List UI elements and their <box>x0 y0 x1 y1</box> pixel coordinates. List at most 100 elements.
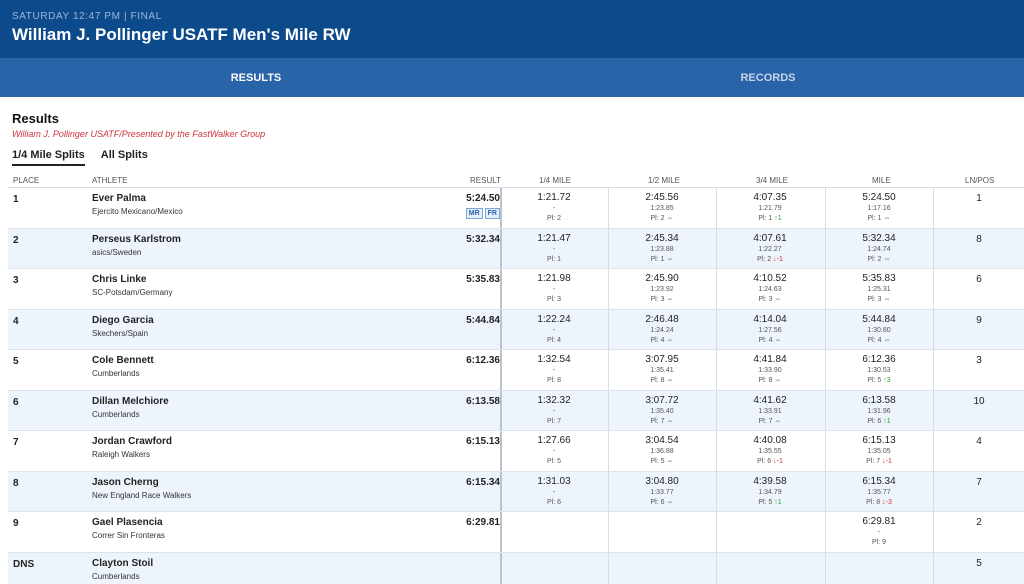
split-place-text: Pl: 2 <box>867 255 882 263</box>
split-place-text: Pl: 7 <box>650 417 665 425</box>
split-cell: 4:07.35 1:21.79 Pl: 1 ↑1 <box>716 188 824 228</box>
position-change-icon: ↑3 <box>883 377 891 384</box>
table-row[interactable]: 4 Diego Garcia Skechers/Spain 5:44.84 1:… <box>8 309 1024 350</box>
athlete-name[interactable]: Perseus Karlstrom <box>92 233 181 245</box>
athlete-name[interactable]: Gael Plasencia <box>92 517 163 528</box>
split-lap: 1:22.27 <box>758 245 782 253</box>
athlete-name[interactable]: Jason Cherng <box>92 476 159 488</box>
split-lap: 1:24.24 <box>650 326 674 334</box>
column-divider <box>825 390 826 430</box>
lane-position-value: 2 <box>976 517 982 528</box>
athlete-name[interactable]: Ever Palma <box>92 193 146 204</box>
split-time: 4:39.58 <box>753 475 787 487</box>
athlete-name[interactable]: Dillan Melchiore <box>92 395 169 407</box>
table-row[interactable]: 1 Ever Palma Ejercito Mexicano/Mexico 5:… <box>8 188 1024 229</box>
table-row[interactable]: 6 Dillan Melchiore Cumberlands 6:13.58 1… <box>8 390 1024 431</box>
place: 3 <box>13 275 19 286</box>
split-lap: 1:31.96 <box>867 407 891 415</box>
lane-position: 5 <box>934 553 1024 584</box>
column-divider <box>500 350 502 390</box>
athlete-team: New England Race Walkers <box>92 490 192 500</box>
split-place-text: Pl: 3 <box>867 296 882 303</box>
column-divider <box>825 228 826 268</box>
split-place: Pl: 1 <box>500 256 608 263</box>
split-place: Pl: 8 ⇔ <box>608 377 716 384</box>
split-place-text: Pl: 4 <box>758 336 773 344</box>
split-time: 1:27.66 <box>537 435 571 446</box>
split-place: Pl: 3 <box>500 296 608 303</box>
position-change-icon: ⇔ <box>666 296 674 303</box>
split-time: 2:45.34 <box>645 232 679 244</box>
split-cell: 1:27.66 - Pl: 5 <box>500 431 608 471</box>
lane-position-value: 5 <box>976 557 982 569</box>
position-change-icon: ⇔ <box>666 215 674 222</box>
split-place-text: Pl: 5 <box>758 498 773 506</box>
table-row[interactable]: 9 Gael Plasencia Correr Sin Fronteras 6:… <box>8 512 1024 553</box>
split-cell: 6:13.58 1:31.96 Pl: 6 ↑1 <box>825 391 933 431</box>
split-cell: 4:40.08 1:35.55 Pl: 6 ↓-1 <box>716 431 824 471</box>
split-cell: 3:07.95 1:35.41 Pl: 8 ⇔ <box>608 350 716 390</box>
split-cell <box>608 512 716 552</box>
event-title: William J. Pollinger USATF Men's Mile RW <box>12 25 351 44</box>
tab-records[interactable]: RECORDS <box>740 71 796 84</box>
athlete-name[interactable]: Diego Garcia <box>92 314 154 326</box>
column-divider <box>608 309 609 349</box>
split-time: 6:15.34 <box>862 475 896 487</box>
table-row[interactable]: 7 Jordan Crawford Raleigh Walkers 6:15.1… <box>8 431 1024 472</box>
split-lap: 1:30.53 <box>867 367 891 374</box>
split-lap: - <box>552 448 556 455</box>
athlete-name[interactable]: Jordan Crawford <box>92 436 173 447</box>
split-place-text: Pl: 8 <box>546 377 561 384</box>
lane-position-value: 1 <box>976 193 982 204</box>
place: 9 <box>13 518 19 529</box>
athlete-team: Raleigh Walkers <box>92 450 150 459</box>
split-time: 3:04.80 <box>645 475 679 487</box>
split-place: Pl: 1 ↑1 <box>716 215 824 222</box>
table-row[interactable]: 5 Cole Bennett Cumberlands 6:12.36 1:32.… <box>8 350 1024 391</box>
split-lap: 1:23.92 <box>650 286 674 293</box>
split-time: 5:24.50 <box>862 192 896 203</box>
column-divider <box>933 188 934 228</box>
column-divider <box>716 390 717 430</box>
table-row[interactable]: DNS Clayton Stoil Cumberlands <box>8 552 1024 584</box>
split-cell: 1:32.54 - Pl: 8 <box>500 350 608 390</box>
split-lap: 1:33.77 <box>650 488 674 496</box>
lane-position-value: 9 <box>976 314 982 326</box>
split-place-text: Pl: 2 <box>757 255 772 263</box>
result: 6:12.36 <box>420 350 500 390</box>
column-divider <box>500 228 502 268</box>
tab-results[interactable]: RESULTS <box>230 71 282 84</box>
split-place: Pl: 6 ↑1 <box>825 418 933 425</box>
split-place: Pl: 4 <box>500 337 608 344</box>
split-place: Pl: 4 ⇔ <box>716 337 824 344</box>
split-time: 6:15.13 <box>862 435 896 446</box>
split-place: Pl: 9 <box>825 539 933 546</box>
split-place: Pl: 8 ↓-3 <box>825 499 933 506</box>
split-place: Pl: 5 <box>500 458 608 465</box>
col-result: RESULT <box>470 176 501 185</box>
column-divider <box>933 309 934 349</box>
athlete-name[interactable]: Chris Linke <box>92 274 147 285</box>
split-place-text: Pl: 7 <box>866 458 881 465</box>
table-row[interactable]: 2 Perseus Karlstrom asics/Sweden 5:32.34… <box>8 228 1024 269</box>
lane-position: 9 <box>934 310 1024 350</box>
position-change-icon: ↑1 <box>774 215 782 222</box>
split-cell: 4:41.62 1:33.91 Pl: 7 ⇔ <box>716 391 824 431</box>
tab-all-splits[interactable]: All Splits <box>100 149 148 161</box>
lane-position-value: 10 <box>973 395 985 407</box>
split-time: 2:45.90 <box>645 273 679 284</box>
lane-position: 6 <box>934 269 1024 309</box>
place: DNS <box>13 558 35 570</box>
split-place-text: Pl: 2 <box>650 215 665 222</box>
col-half-mile: 1/2 MILE <box>648 176 681 185</box>
split-place: Pl: 4 ⇔ <box>825 337 933 344</box>
split-time: 4:07.61 <box>753 232 787 244</box>
tab-quarter-splits[interactable]: 1/4 Mile Splits <box>12 149 85 166</box>
athlete-name[interactable]: Clayton Stoil <box>92 557 154 569</box>
lane-position: 3 <box>934 350 1024 390</box>
split-time: 1:32.54 <box>537 354 571 365</box>
table-row[interactable]: 8 Jason Cherng New England Race Walkers … <box>8 471 1024 512</box>
table-row[interactable]: 3 Chris Linke SC-Potsdam/Germany 5:35.83… <box>8 269 1024 310</box>
athlete-name[interactable]: Cole Bennett <box>92 355 154 366</box>
position-change-icon: ⇔ <box>774 336 782 344</box>
